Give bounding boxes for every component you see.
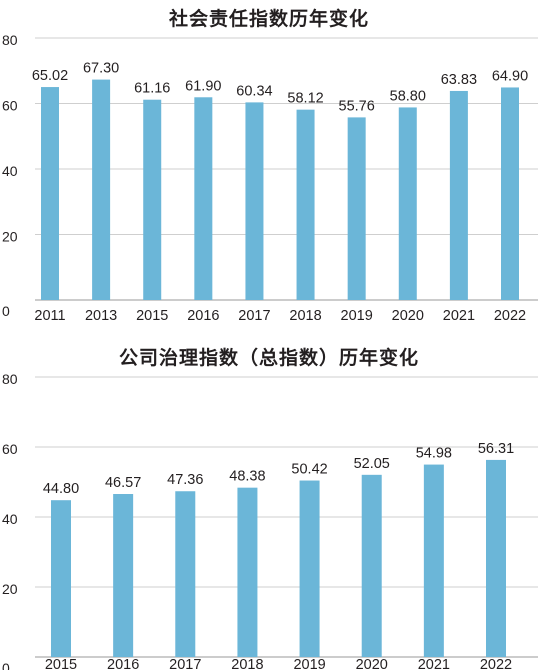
data-label: 61.90 (185, 78, 221, 94)
x-tick-label: 2016 (107, 657, 139, 670)
y-tick-label: 0 (2, 303, 10, 319)
chart-title: 社会责任指数历年变化 (168, 8, 369, 30)
bar (175, 491, 196, 657)
x-tick-label: 2018 (289, 308, 321, 324)
x-tick-label: 2022 (494, 308, 526, 324)
y-tick-label: 0 (2, 660, 10, 670)
data-label: 47.36 (167, 472, 203, 488)
bar (92, 79, 111, 300)
x-tick-label: 2015 (45, 657, 77, 670)
chart-panel-social-responsibility: 社会责任指数历年变化 0 20 40 60 80 65.02 2011 67.30 2013 61… (2, 8, 538, 324)
bar-chart-social-responsibility: 0 20 40 60 80 65.02 2011 67.30 2013 61.16 2015 61.9… (2, 32, 538, 324)
bar (143, 99, 162, 301)
data-label: 61.16 (134, 81, 170, 97)
data-label: 46.57 (105, 475, 141, 491)
bar-chart-governance: 0 20 40 60 80 44.80 2015 46.57 2016 47.36 2017 48.3… (2, 371, 538, 670)
data-label: 44.80 (43, 481, 79, 497)
y-tick-label: 40 (2, 163, 18, 179)
data-label: 52.05 (354, 456, 390, 472)
data-label: 55.76 (339, 98, 375, 114)
bar (501, 87, 519, 300)
data-label: 63.83 (441, 72, 477, 88)
data-label: 56.31 (478, 441, 514, 457)
x-tick-label: 2016 (187, 308, 219, 324)
data-label: 67.30 (83, 61, 119, 77)
data-label: 60.34 (236, 83, 272, 99)
x-tick-label: 2022 (480, 657, 512, 670)
x-tick-label: 2020 (392, 308, 424, 324)
y-tick-label: 20 (2, 229, 18, 245)
bar (398, 107, 417, 301)
bar (41, 87, 59, 300)
bar (296, 109, 315, 300)
bar (486, 459, 506, 657)
bar (423, 464, 444, 657)
data-label: 50.42 (291, 462, 327, 478)
bar (194, 97, 213, 300)
bar (299, 480, 320, 657)
bar (245, 102, 264, 300)
x-tick-label: 2021 (418, 657, 450, 670)
x-tick-label: 2015 (136, 308, 168, 324)
bar (51, 500, 71, 657)
bar (237, 487, 258, 657)
y-tick-label: 60 (2, 441, 18, 457)
data-label: 54.98 (416, 446, 452, 462)
x-tick-label: 2013 (85, 308, 117, 324)
chart-title: 公司治理指数（总指数）历年变化 (118, 347, 419, 369)
bar (361, 474, 382, 657)
y-tick-label: 60 (2, 98, 18, 114)
data-label: 64.90 (492, 68, 528, 84)
bar (113, 494, 134, 657)
data-label: 58.80 (390, 88, 426, 104)
data-label: 58.12 (287, 91, 323, 107)
x-tick-label: 2020 (356, 657, 388, 670)
x-tick-label: 2021 (443, 308, 475, 324)
bar (449, 90, 468, 300)
y-tick-label: 20 (2, 581, 18, 597)
x-tick-label: 2017 (169, 657, 201, 670)
x-tick-label: 2019 (293, 657, 325, 670)
x-tick-label: 2011 (34, 308, 65, 324)
data-label: 48.38 (229, 469, 265, 485)
bar (347, 117, 366, 300)
chart-panel-governance: 公司治理指数（总指数）历年变化 0 20 40 60 80 44.80 2015 46.57 2… (0, 335, 538, 670)
x-tick-label: 2017 (238, 308, 270, 324)
y-tick-label: 80 (2, 32, 18, 48)
data-label: 65.02 (32, 68, 68, 84)
y-tick-label: 80 (2, 371, 18, 387)
x-tick-label: 2019 (341, 308, 373, 324)
x-tick-label: 2018 (231, 657, 263, 670)
y-tick-label: 40 (2, 511, 18, 527)
